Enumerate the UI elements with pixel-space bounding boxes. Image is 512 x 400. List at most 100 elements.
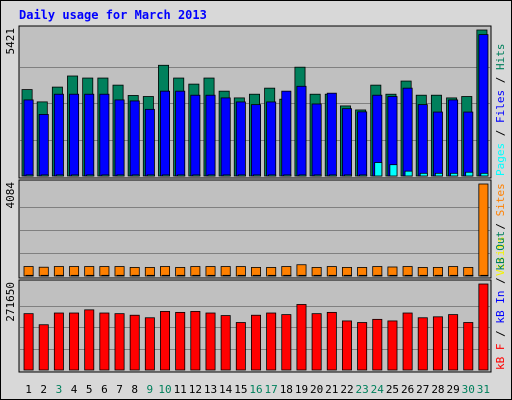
bar-files-day-19 — [296, 85, 307, 177]
bar-pages-day-12 — [192, 174, 201, 177]
x-tick-label: 1 — [25, 383, 32, 396]
bar-visits-day-21 — [328, 274, 337, 277]
bar-pages-day-24 — [374, 162, 383, 177]
x-tick-label: 15 — [234, 383, 247, 396]
bar-kb-f-day-30 — [463, 322, 474, 371]
panel-bottom-legend-item: / — [494, 324, 507, 344]
bar-files-day-11 — [175, 90, 186, 177]
x-tick-label: 12 — [189, 383, 202, 396]
x-tick-label: 4 — [71, 383, 78, 396]
x-tick-label: 11 — [174, 383, 187, 396]
bar-kb-f-day-25 — [387, 320, 398, 371]
bar-visits-day-14 — [222, 274, 231, 277]
panel-top: 5421 Pages / Files / Hits — [4, 25, 507, 179]
bar-pages-day-23 — [359, 174, 368, 177]
bar-files-day-2 — [38, 114, 49, 177]
bar-files-day-27 — [417, 104, 428, 177]
chart-panels: 5421 Pages / Files / Hits 4084 Visits / Sit… — [4, 25, 507, 373]
bar-visits-day-2 — [40, 274, 49, 277]
bar-pages-day-26 — [404, 170, 413, 177]
bar-kb-f-day-5 — [84, 309, 95, 371]
x-tick-label: 21 — [325, 383, 338, 396]
bar-sites-day-16 — [251, 267, 261, 277]
panel-middle-max-label: 4084 — [4, 182, 17, 209]
bar-kb-f-day-11 — [175, 311, 186, 371]
bar-sites-day-12 — [190, 266, 201, 277]
x-tick-label: 3 — [56, 383, 63, 396]
bar-visits-day-5 — [86, 274, 95, 277]
bar-kb-f-day-23 — [357, 322, 368, 371]
bar-visits-day-6 — [101, 274, 110, 277]
bar-visits-day-18 — [283, 274, 292, 277]
bar-sites-day-28 — [432, 267, 443, 277]
x-tick-label: 7 — [116, 383, 123, 396]
x-tick-label: 23 — [356, 383, 369, 396]
bar-pages-day-16 — [253, 174, 261, 177]
bar-sites-day-10 — [160, 266, 171, 277]
x-tick-label: 17 — [265, 383, 278, 396]
bar-pages-day-9 — [146, 174, 155, 177]
x-tick-label: 29 — [446, 383, 459, 396]
bar-pages-day-31 — [480, 172, 489, 177]
bar-files-day-12 — [190, 94, 201, 177]
panel-top-max-label: 5421 — [4, 28, 17, 55]
bar-visits-day-19 — [298, 274, 307, 277]
bar-visits-day-15 — [237, 274, 246, 277]
bar-sites-day-6 — [99, 266, 110, 277]
bar-files-day-4 — [69, 93, 80, 177]
bar-sites-day-19 — [296, 264, 307, 277]
bar-sites-day-9 — [144, 267, 155, 277]
bar-kb-f-day-29 — [448, 314, 459, 371]
bar-sites-day-18 — [281, 266, 292, 277]
bar-pages-day-2 — [40, 174, 49, 177]
bar-files-day-16 — [251, 104, 261, 177]
bar-files-day-26 — [402, 87, 413, 177]
bar-pages-day-3 — [55, 174, 64, 177]
bar-pages-day-17 — [268, 174, 277, 177]
bar-pages-day-5 — [86, 174, 95, 177]
bar-kb-f-day-4 — [69, 312, 80, 371]
bar-kb-f-day-21 — [326, 311, 337, 371]
x-tick-label: 14 — [219, 383, 233, 396]
bar-visits-day-17 — [268, 274, 277, 277]
bar-kb-f-day-18 — [281, 314, 292, 371]
bar-visits-day-8 — [131, 274, 140, 277]
panel-bottom-legend-item: / — [494, 271, 507, 291]
bar-visits-day-3 — [55, 274, 64, 277]
x-tick-label: 22 — [340, 383, 353, 396]
bar-sites-day-22 — [341, 267, 352, 277]
panel-middle: 4084 Visits / Sites — [4, 179, 507, 279]
bar-files-day-13 — [205, 94, 216, 177]
bar-pages-day-20 — [313, 174, 322, 177]
bar-visits-day-13 — [207, 274, 216, 277]
bar-sites-day-25 — [387, 266, 398, 277]
bar-kb-f-day-8 — [129, 314, 140, 371]
bar-visits-day-23 — [359, 274, 368, 277]
bar-pages-day-21 — [328, 174, 337, 177]
bar-pages-day-1 — [25, 174, 34, 177]
chart-title: Daily usage for March 2013 — [19, 8, 207, 22]
panel-top-legend-item: Hits — [494, 44, 507, 71]
bar-visits-day-24 — [374, 274, 383, 277]
bar-files-day-1 — [23, 99, 34, 177]
panel-middle-background — [18, 179, 492, 279]
bar-visits-day-11 — [177, 274, 186, 277]
bar-pages-day-13 — [207, 174, 216, 177]
x-tick-label: 26 — [401, 383, 414, 396]
panel-middle-legend-item: / — [494, 216, 507, 236]
bar-pages-day-7 — [116, 174, 125, 177]
panel-top-legend: Pages / Files / Hits — [494, 44, 507, 177]
bar-files-day-6 — [99, 93, 110, 177]
panel-middle-bars — [23, 183, 489, 277]
bar-sites-day-2 — [38, 266, 49, 277]
bar-files-day-25 — [387, 96, 398, 177]
bar-visits-day-10 — [162, 274, 171, 277]
bar-pages-day-30 — [465, 171, 474, 177]
x-tick-label: 9 — [147, 383, 154, 396]
panel-top-bars — [21, 29, 489, 177]
bar-pages-day-27 — [419, 172, 428, 177]
bar-pages-day-22 — [343, 174, 352, 177]
bar-kb-f-day-26 — [402, 312, 413, 371]
bar-visits-day-26 — [404, 274, 413, 277]
bar-files-day-18 — [281, 90, 292, 177]
